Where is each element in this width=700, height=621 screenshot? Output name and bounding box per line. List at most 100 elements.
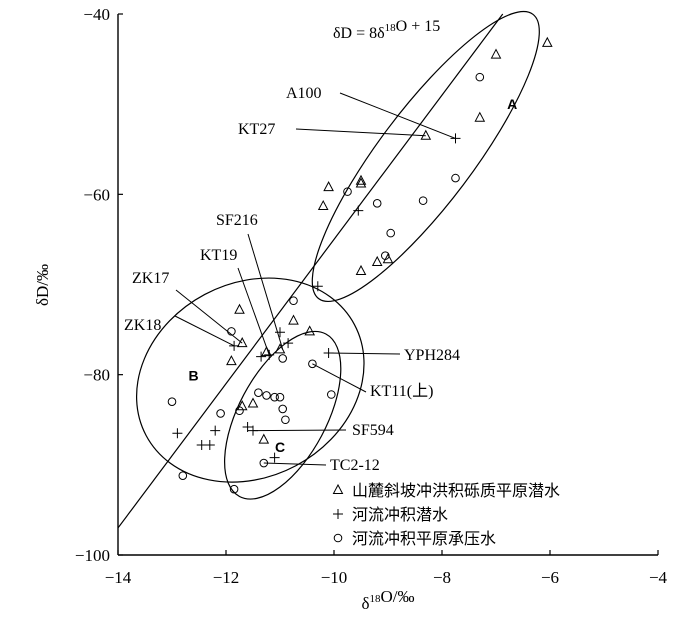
triangle-point xyxy=(226,355,237,366)
circle-point xyxy=(254,388,263,398)
triangle-point xyxy=(371,255,383,266)
y-tick-label: −60 xyxy=(83,185,110,204)
circle-point xyxy=(229,484,239,494)
circle-point xyxy=(475,72,485,82)
leader-line xyxy=(312,363,367,393)
gmwl-label: δD = 8δ18O + 15 xyxy=(333,18,440,42)
circle-point xyxy=(418,196,428,205)
plus-point xyxy=(275,327,285,338)
legend-plus-marker xyxy=(333,509,343,519)
leader-line xyxy=(328,352,401,355)
point-label: SF594 xyxy=(352,422,394,439)
leader-line xyxy=(295,128,426,137)
gmwl-line xyxy=(117,13,504,529)
plus-point xyxy=(353,205,364,216)
circle-point xyxy=(278,354,288,363)
plus-point xyxy=(204,439,215,450)
y-axis-title: δD/‰ xyxy=(33,264,52,306)
triangle-point xyxy=(247,397,259,408)
annotations: A100 KT27 SF216 KT19 ZK17 ZK18 YPH284 KT11(上) SF… xyxy=(124,85,517,474)
group-label: C xyxy=(275,439,285,455)
circle-point xyxy=(381,251,390,260)
point-label: ZK17 xyxy=(132,270,169,287)
plus-point xyxy=(172,428,183,439)
circle-point xyxy=(281,415,290,425)
triangle-point xyxy=(490,48,502,59)
leader-line xyxy=(247,233,284,350)
legend-entry: 河流冲积潜水 xyxy=(352,505,448,524)
triangle-point xyxy=(317,199,329,211)
circle-point xyxy=(216,409,225,418)
point-label: YPH284 xyxy=(404,347,460,364)
triangle-point xyxy=(355,177,367,188)
leader-line xyxy=(339,92,456,139)
circle-point xyxy=(178,471,188,480)
triangle-point xyxy=(258,433,270,444)
circle-point xyxy=(167,397,177,407)
y-tick-label: −100 xyxy=(75,546,110,565)
leader-line xyxy=(175,289,243,344)
point-label: KT27 xyxy=(238,121,275,138)
triangle-point xyxy=(234,303,245,314)
circle-point xyxy=(289,296,298,306)
plus-point xyxy=(256,351,267,362)
circle-point xyxy=(262,391,271,400)
triangle-point xyxy=(541,36,553,47)
y-tick-label: −80 xyxy=(83,366,110,385)
group-label: A xyxy=(507,96,517,112)
y-tick-label: −40 xyxy=(83,5,110,24)
group-label: B xyxy=(189,368,199,384)
circle-point xyxy=(343,187,352,196)
circle-point xyxy=(270,392,279,402)
circle-point xyxy=(275,392,285,402)
group-a-outline xyxy=(311,10,540,303)
triangle-point xyxy=(420,129,432,140)
point-label: SF216 xyxy=(216,212,258,229)
plus-point xyxy=(312,281,323,292)
circle-point xyxy=(386,228,396,238)
group-b-outline xyxy=(135,277,365,483)
point-label: A100 xyxy=(286,85,322,102)
x-tick-label: −6 xyxy=(541,568,559,587)
plus-point xyxy=(242,421,253,432)
legend-circle-marker xyxy=(333,533,343,543)
x-tick-label: −14 xyxy=(105,568,132,587)
circle-point xyxy=(235,406,244,416)
x-tick-label: −10 xyxy=(321,568,348,587)
point-label: TC2-12 xyxy=(330,457,380,474)
circle-point xyxy=(327,390,336,399)
x-axis-title: δ18O/‰ xyxy=(361,587,414,613)
leader-line xyxy=(237,267,270,355)
group-ellipses xyxy=(135,10,540,500)
triangle-point xyxy=(355,264,367,275)
circle-point xyxy=(372,199,382,208)
point-label: KT11(上) xyxy=(370,382,433,400)
legend-entry: 河流冲积平原承压水 xyxy=(352,529,496,548)
legend-entry: 山麓斜坡冲洪积砾质平原潜水 xyxy=(352,481,560,500)
circle-point xyxy=(451,173,460,183)
triangle-point xyxy=(304,325,316,336)
group-c-outline xyxy=(224,330,342,500)
data-points xyxy=(167,36,553,494)
legend-triangle-marker xyxy=(332,483,344,494)
point-label: KT19 xyxy=(200,247,237,264)
axes: −14 −12 −10 −8 −6 −4 −100 −80 −60 −40 δ18O/‰ δD/‰ xyxy=(33,5,668,613)
point-label: ZK18 xyxy=(124,317,161,334)
triangle-point xyxy=(236,337,248,348)
x-tick-label: −8 xyxy=(433,568,451,587)
plus-point xyxy=(283,338,294,349)
circle-point xyxy=(278,404,288,414)
leader-line xyxy=(252,429,347,432)
triangle-point xyxy=(236,400,248,411)
x-tick-label: −12 xyxy=(213,568,240,587)
triangle-point xyxy=(323,181,334,192)
plus-point xyxy=(210,425,221,436)
plus-point xyxy=(269,452,280,463)
triangle-point xyxy=(474,111,486,122)
triangle-point xyxy=(288,314,299,325)
leader-line xyxy=(174,315,235,347)
triangle-point xyxy=(382,253,394,264)
circle-point xyxy=(308,359,317,369)
triangle-point xyxy=(355,174,367,185)
